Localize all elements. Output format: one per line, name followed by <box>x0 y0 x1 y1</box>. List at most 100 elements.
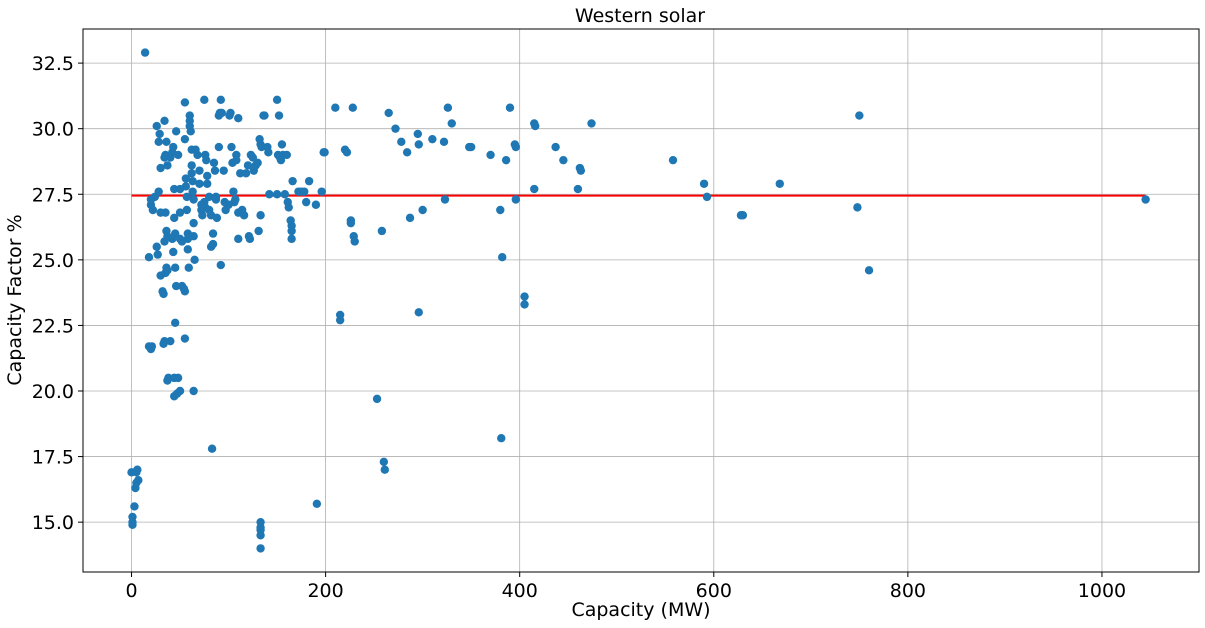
scatter-point <box>163 161 172 170</box>
scatter-point <box>189 386 198 396</box>
scatter-point <box>181 174 191 183</box>
scatter-point <box>256 211 265 220</box>
y-tick-label: 17.5 <box>32 447 74 469</box>
scatter-point <box>186 127 195 136</box>
scatter-point <box>413 129 422 139</box>
scatter-point <box>414 140 423 149</box>
scatter-point <box>260 111 269 120</box>
scatter-point <box>182 205 192 215</box>
scatter-point <box>161 208 170 217</box>
scatter-point <box>175 386 185 396</box>
x-tick-label: 0 <box>125 580 137 602</box>
scatter-point <box>182 192 192 202</box>
scatter-point <box>183 245 193 254</box>
scatter-point <box>501 155 511 165</box>
scatter-point <box>234 234 243 244</box>
scatter-point <box>439 137 449 146</box>
x-tick-label: 1000 <box>1078 580 1126 602</box>
chart-title: Western solar <box>575 5 705 27</box>
scatter-point <box>219 166 228 175</box>
scatter-point <box>311 200 321 209</box>
scatter-point <box>256 531 265 540</box>
scatter-point <box>486 150 495 160</box>
scatter-point <box>173 373 183 383</box>
scatter-point <box>440 195 450 204</box>
scatter-point <box>498 253 507 262</box>
scatter-point <box>153 250 162 259</box>
scatter-point <box>466 142 476 152</box>
grid-lines <box>83 29 1199 572</box>
scatter-point <box>200 95 209 105</box>
scatter-point <box>331 103 340 112</box>
scatter-point <box>402 148 412 157</box>
scatter-points <box>127 48 1150 553</box>
scatter-point <box>210 166 220 175</box>
scatter-point <box>287 234 296 244</box>
scatter-point <box>189 195 198 204</box>
scatter-point <box>163 266 172 275</box>
scatter-point <box>195 179 204 188</box>
y-tick-label: 32.5 <box>32 53 74 75</box>
scatter-point <box>188 176 197 186</box>
axis-ticks: 0 200 400 600 800 1000 15.0 17.5 20.0 22.5 25.0 27.… <box>32 53 1126 602</box>
scatter-point <box>146 195 156 204</box>
scatter-point <box>530 184 539 194</box>
scatter-point <box>234 113 243 123</box>
scatter-point <box>212 213 222 223</box>
scatter-point <box>511 195 521 204</box>
scatter-point <box>128 520 137 529</box>
scatter-point <box>702 192 712 202</box>
scatter-point <box>853 203 862 212</box>
plot-frame <box>82 28 1200 573</box>
scatter-point <box>855 111 864 120</box>
scatter-point <box>573 184 583 194</box>
scatter-point <box>226 108 235 118</box>
scatter-point <box>254 226 263 236</box>
scatter-point <box>245 234 255 244</box>
scatter-point <box>160 153 169 162</box>
scatter-point <box>443 103 453 112</box>
scatter-point <box>372 394 382 404</box>
scatter-point <box>384 108 393 118</box>
scatter-point <box>302 197 311 207</box>
scatter-point <box>520 300 529 309</box>
scatter-point <box>168 234 177 244</box>
scatter-point <box>162 137 171 146</box>
scatter-point <box>335 315 345 325</box>
y-tick-label: 20.0 <box>32 381 74 403</box>
scatter-point <box>140 48 150 57</box>
scatter-point <box>241 169 251 178</box>
scatter-point <box>531 121 540 131</box>
scatter-point <box>239 211 249 220</box>
scatter-point <box>159 289 168 299</box>
x-tick-label: 200 <box>307 580 343 602</box>
scatter-point <box>132 478 141 488</box>
scatter-point <box>147 342 157 351</box>
scatter-point <box>551 142 560 152</box>
scatter-point <box>287 226 296 236</box>
x-tick-label: 400 <box>502 580 538 602</box>
scatter-point <box>253 158 262 167</box>
scatter-point <box>380 465 390 474</box>
scatter-point <box>559 155 568 165</box>
scatter-point <box>864 266 874 275</box>
scatter-point <box>198 211 207 220</box>
scatter-point <box>312 499 322 508</box>
scatter-point <box>496 205 505 215</box>
scatter-point <box>170 213 179 223</box>
scatter-point <box>152 121 161 131</box>
scatter-point <box>187 169 196 178</box>
scatter-point <box>348 103 357 112</box>
scatter-point <box>171 127 181 136</box>
scatter-point <box>243 161 253 170</box>
scatter-point <box>152 242 161 251</box>
scatter-point <box>214 142 224 152</box>
scatter-point <box>170 318 180 327</box>
scatter-point <box>272 95 282 105</box>
scatter-point <box>587 119 596 128</box>
scatter-point <box>169 247 178 257</box>
scatter-point <box>1141 195 1150 204</box>
scatter-point <box>166 336 175 346</box>
scatter-point <box>203 171 212 181</box>
